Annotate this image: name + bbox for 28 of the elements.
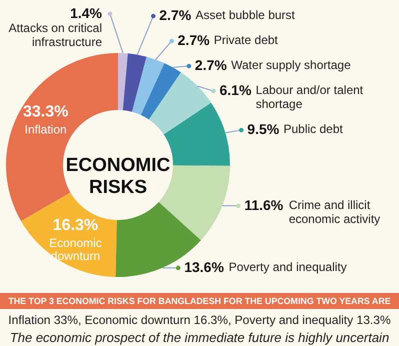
data-label: 13.6%: [184, 258, 224, 275]
slice-label: Inflation: [24, 122, 67, 136]
data-label: 6.1%: [220, 82, 252, 98]
text: Inflation 33%, Economic downturn 16.3%, Poverty and inequality 13.3%: [8, 312, 391, 328]
data-label: 2.7%: [178, 32, 210, 48]
slice-label: Public debt: [283, 122, 344, 136]
donut-slice: [140, 63, 182, 120]
text: The economic prospect of the immediate future is highly uncertain: [10, 330, 390, 346]
donut-slice: [148, 72, 212, 134]
slice-label: Private debt: [214, 33, 279, 48]
donut-slice: [122, 53, 147, 112]
data-label: 33.3%: [23, 103, 68, 120]
text: ECONOMIC RISKS: [66, 155, 171, 198]
slice-label: Poverty and inequality: [228, 260, 347, 274]
data-label: 11.6%: [244, 196, 284, 213]
data-label: 9.5%: [247, 121, 280, 138]
text: THE TOP 3 ECONOMIC RISKS FOR BANGLADESH FOR THE UPCOMING TWO YEARS ARE: [8, 295, 391, 308]
slice-label: Water supply shortage: [231, 58, 352, 72]
data-label: 2.7%: [159, 7, 192, 24]
donut-slice: [118, 53, 128, 110]
slice-label: Crime and illicit economic activity: [288, 198, 380, 226]
donut-slice: [132, 56, 164, 115]
data-label: 1.4%: [70, 4, 103, 21]
slice-label: Asset bubble burst: [195, 8, 296, 22]
legend-label: Attacks on critical infrastructure: [8, 20, 102, 49]
data-label: 2.7%: [194, 57, 228, 74]
data-label: 16.3%: [52, 216, 98, 234]
slice-label: Labour and/or talent shortage: [256, 83, 364, 112]
